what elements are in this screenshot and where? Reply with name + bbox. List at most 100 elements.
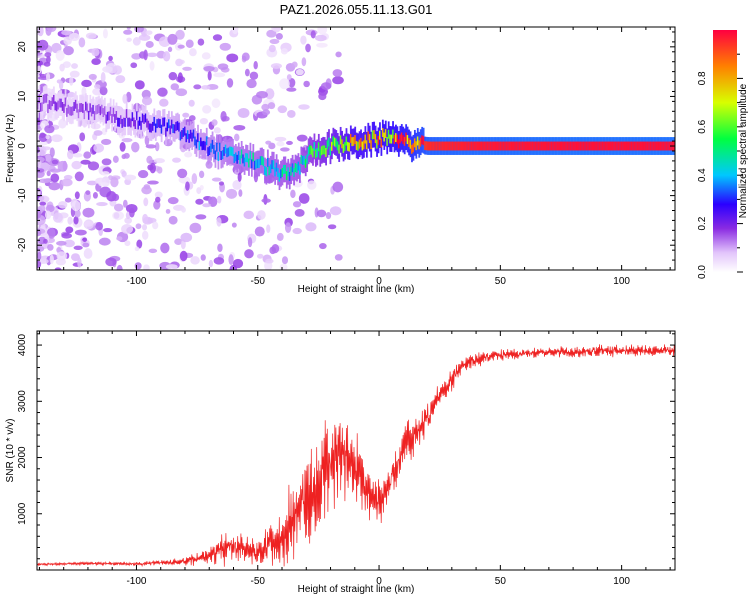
noise-patch bbox=[141, 96, 153, 106]
noise-patch bbox=[231, 27, 239, 35]
ridge-core bbox=[271, 160, 274, 170]
noise-patch bbox=[86, 180, 98, 186]
ridge-core bbox=[630, 141, 633, 151]
ridge-core bbox=[389, 134, 392, 144]
ridge-core bbox=[440, 141, 442, 151]
ridge-core bbox=[77, 109, 80, 119]
noise-patch bbox=[276, 232, 284, 241]
noise-patch bbox=[141, 186, 152, 195]
ridge-core bbox=[163, 117, 166, 127]
noise-patch bbox=[237, 107, 250, 119]
noise-patch bbox=[295, 68, 304, 76]
ridge-core bbox=[58, 98, 61, 108]
chart-title: PAZ1.2026.055.11.13.G01 bbox=[279, 2, 433, 17]
noise-patch bbox=[65, 226, 74, 234]
ridge-core bbox=[140, 120, 143, 130]
ridge-core bbox=[76, 103, 79, 113]
ridge-core bbox=[600, 141, 603, 151]
ridge-core bbox=[83, 110, 86, 120]
ridge-core bbox=[335, 138, 338, 148]
noise-patch bbox=[115, 75, 126, 84]
noise-patch bbox=[241, 52, 250, 61]
noise-patch bbox=[77, 257, 82, 268]
ridge-core bbox=[648, 141, 651, 151]
noise-patch bbox=[301, 57, 307, 67]
noise-patch bbox=[82, 237, 88, 242]
ridge-core bbox=[290, 166, 293, 176]
noise-patch bbox=[126, 37, 132, 42]
noise-patch bbox=[310, 30, 316, 39]
ridge-core bbox=[315, 149, 317, 159]
ridge-core bbox=[354, 135, 357, 145]
noise-patch bbox=[207, 71, 212, 81]
noise-patch bbox=[44, 52, 52, 58]
ridge-core bbox=[371, 130, 374, 140]
noise-patch bbox=[316, 42, 328, 48]
noise-patch bbox=[59, 63, 65, 72]
ridge-core bbox=[559, 141, 562, 151]
ridge-core bbox=[540, 141, 543, 151]
ridge-core bbox=[661, 141, 664, 151]
noise-patch bbox=[246, 78, 257, 89]
ridge-core bbox=[205, 136, 208, 146]
noise-patch bbox=[266, 224, 271, 234]
ridge-core bbox=[114, 114, 116, 123]
ridge-core bbox=[572, 141, 575, 151]
ridge-core bbox=[386, 136, 389, 146]
ridge-core bbox=[261, 156, 263, 165]
ridge-core bbox=[483, 141, 486, 151]
noise-patch bbox=[316, 209, 327, 218]
top-plot-frame bbox=[36, 26, 676, 271]
ridge-core bbox=[339, 135, 342, 145]
ridge-core bbox=[502, 141, 505, 151]
ridge-core bbox=[166, 122, 169, 132]
ridge-core bbox=[124, 117, 127, 127]
noise-patch bbox=[318, 92, 327, 101]
ridge-core bbox=[531, 141, 534, 151]
ridge-core bbox=[475, 141, 477, 151]
noise-patch bbox=[83, 151, 92, 159]
ridge-core bbox=[368, 134, 371, 144]
ridge-core bbox=[47, 104, 49, 114]
ridge-core bbox=[134, 120, 137, 130]
noise-patch bbox=[182, 66, 192, 71]
ridge-core bbox=[338, 144, 341, 154]
ridge-core bbox=[402, 135, 405, 145]
ridge-core bbox=[230, 146, 233, 156]
noise-patch bbox=[116, 236, 123, 241]
ridge-core bbox=[332, 136, 335, 146]
ridge-core bbox=[558, 141, 560, 151]
ridge-core bbox=[510, 141, 512, 151]
ridge-core bbox=[604, 141, 607, 151]
ridge-core bbox=[234, 152, 237, 162]
ridge-core bbox=[79, 103, 82, 113]
noise-patch bbox=[287, 110, 296, 118]
ridge-core bbox=[157, 118, 160, 128]
ridge-core bbox=[435, 141, 438, 151]
top-x-axis-label: Height of straight line (km) bbox=[298, 284, 415, 295]
ridge-core bbox=[282, 165, 285, 174]
noise-patch bbox=[74, 171, 84, 182]
noise-patch bbox=[172, 157, 181, 163]
ridge-core bbox=[333, 137, 336, 147]
ridge-core bbox=[512, 141, 515, 151]
ridge-core bbox=[325, 148, 327, 157]
noise-patch bbox=[159, 98, 169, 107]
noise-patch bbox=[61, 232, 73, 239]
ridge-core bbox=[184, 126, 186, 136]
ridge-core bbox=[597, 141, 600, 151]
noise-patch bbox=[170, 83, 180, 91]
x-tick-label: -100 bbox=[126, 576, 146, 587]
noise-patch bbox=[296, 134, 308, 142]
ridge-core bbox=[360, 137, 362, 147]
ridge-core bbox=[517, 141, 520, 151]
ridge-core bbox=[576, 141, 579, 151]
noise-patch bbox=[126, 27, 131, 30]
ridge-core bbox=[341, 139, 344, 149]
ridge-core bbox=[625, 141, 627, 151]
noise-patch bbox=[162, 51, 171, 62]
noise-patch bbox=[49, 147, 55, 158]
x-tick-label: -100 bbox=[126, 276, 146, 287]
ridge-core bbox=[550, 141, 553, 151]
noise-patch bbox=[233, 124, 246, 131]
